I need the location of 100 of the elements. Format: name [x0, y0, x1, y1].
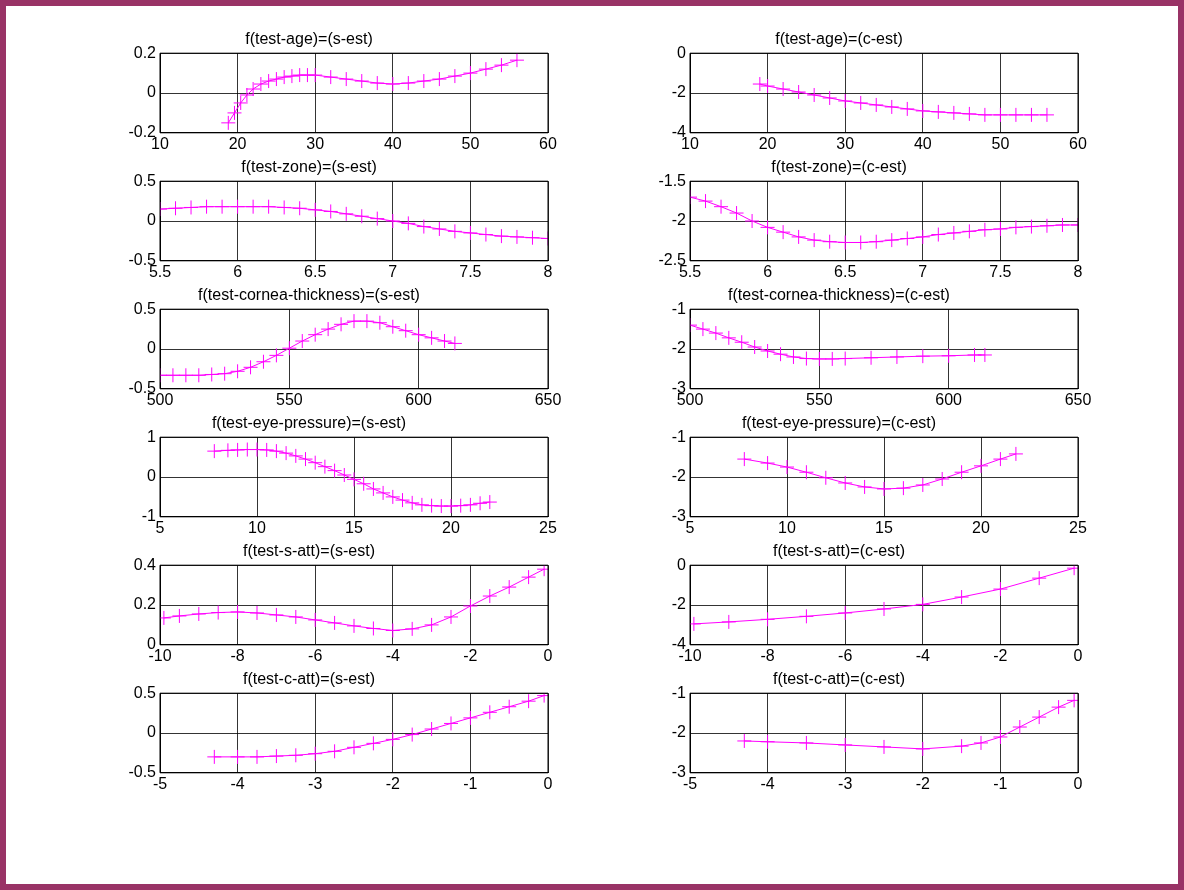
point [365, 620, 381, 636]
point [320, 321, 336, 337]
point [977, 222, 993, 238]
point [1039, 107, 1055, 123]
point [206, 749, 222, 765]
point [243, 359, 259, 375]
point [721, 614, 737, 630]
x-tick-label: -2 [915, 774, 931, 792]
point [268, 347, 284, 363]
y-tick-label: -2 [671, 211, 687, 229]
point [954, 464, 970, 480]
point [307, 67, 323, 83]
point [721, 330, 737, 346]
x-tick-label: 25 [539, 518, 557, 536]
x-tick-label: -6 [838, 646, 853, 664]
point [424, 721, 440, 737]
point [698, 193, 714, 209]
point [736, 733, 752, 749]
x-tick-label: 7 [918, 262, 928, 280]
point [992, 107, 1008, 123]
point [214, 199, 230, 215]
x-tick-label: 20 [972, 518, 990, 536]
point [443, 609, 459, 625]
point [760, 734, 776, 750]
x-tick-label: 5 [685, 518, 695, 536]
x-tick-label: -2 [463, 646, 478, 664]
point [961, 223, 977, 239]
point [493, 57, 509, 73]
point [899, 231, 915, 247]
point [204, 366, 220, 382]
point [1031, 709, 1047, 725]
x-tick-label: 20 [442, 518, 460, 536]
point [385, 76, 401, 92]
point [249, 749, 265, 765]
point [973, 735, 989, 751]
point [327, 615, 343, 631]
point [404, 495, 420, 511]
x-tick-label: 15 [345, 518, 363, 536]
point [779, 459, 795, 475]
point [165, 367, 181, 383]
point [183, 199, 199, 215]
x-tick-label: 0 [543, 774, 553, 792]
x-tick-label: 0 [1073, 646, 1083, 664]
point [206, 443, 222, 459]
x-tick-label: 0 [1073, 774, 1083, 792]
y-tick-label: 0 [677, 555, 687, 573]
point [946, 225, 962, 241]
point [744, 213, 760, 229]
x-tick-label: 0 [543, 646, 553, 664]
point [876, 739, 892, 755]
point [857, 479, 873, 495]
point [245, 199, 261, 215]
point [239, 87, 255, 103]
y-tick-label: -2 [671, 339, 687, 357]
point [752, 76, 768, 92]
y-tick-label: -2 [671, 723, 687, 741]
point [915, 348, 931, 364]
x-tick-label: 7 [388, 262, 398, 280]
point [333, 316, 349, 332]
point [395, 492, 410, 508]
x-tick-label: -8 [230, 646, 245, 664]
point [317, 459, 333, 475]
x-tick-label: 6 [763, 262, 773, 280]
point [734, 334, 750, 350]
chart-title: f(test-cornea-thickness)=(c-est) [728, 286, 950, 304]
chart-title: f(test-s-att)=(s-est) [242, 542, 376, 560]
point [288, 609, 304, 625]
point [227, 105, 242, 121]
x-tick-label: 650 [534, 390, 562, 408]
point [288, 448, 304, 464]
chart-title: f(test-age)=(s-est) [245, 30, 373, 48]
chart-title: f(test-eye-pressure)=(c-est) [741, 414, 937, 432]
point [493, 228, 509, 244]
point [992, 581, 1008, 597]
y-tick-label: 0 [147, 723, 157, 741]
x-tick-label: 10 [248, 518, 266, 536]
point [876, 601, 892, 617]
point [1023, 107, 1039, 123]
point [482, 704, 498, 720]
chart-title: f(test-zone)=(s-est) [241, 158, 377, 176]
point [437, 333, 453, 349]
point [521, 569, 537, 585]
chart-title: f(test-c-att)=(c-est) [772, 670, 906, 688]
point [261, 73, 277, 89]
point [760, 455, 776, 471]
point [336, 467, 352, 483]
point [524, 230, 540, 246]
x-tick-label: 30 [306, 134, 325, 152]
point [977, 347, 993, 363]
point [230, 749, 246, 765]
y-tick-label: 0.2 [133, 43, 157, 61]
point [729, 205, 745, 221]
y-tick-label: 0 [147, 83, 157, 101]
point [915, 741, 931, 757]
point [954, 589, 970, 605]
point [708, 325, 724, 341]
x-tick-label: 40 [913, 134, 932, 152]
point [385, 489, 401, 505]
point [230, 604, 246, 620]
point [806, 87, 822, 103]
